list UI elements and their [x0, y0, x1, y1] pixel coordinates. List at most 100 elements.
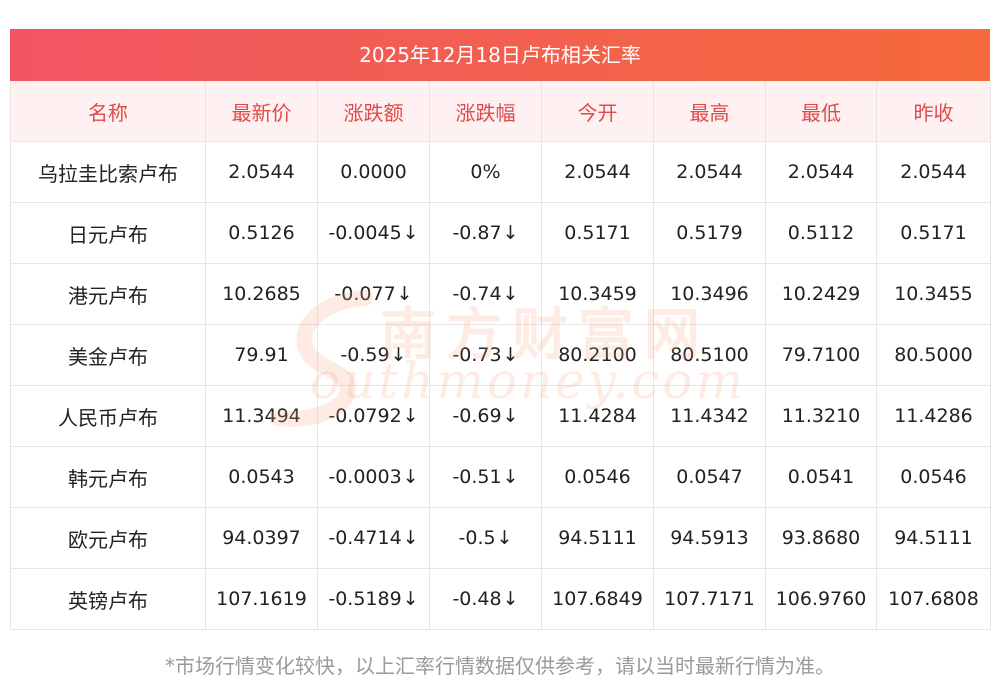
- cell-value: 11.4342: [670, 405, 749, 427]
- currency-name-cell: 乌拉圭比索卢布: [10, 141, 206, 203]
- high-price-cell: 10.3496: [653, 263, 766, 325]
- down-arrow-icon: ↓: [502, 344, 519, 366]
- cell-value: 10.3496: [670, 283, 749, 305]
- cell-value: 10.3455: [894, 283, 973, 305]
- open-price-cell: 0.0546: [541, 446, 654, 508]
- table-row: 乌拉圭比索卢布 2.0544 0.0000 0% 2.0544 2.0544 2.0544 2…: [10, 141, 991, 203]
- cell-value: 港元卢布: [68, 283, 148, 308]
- high-price-cell: 0.0547: [653, 446, 766, 508]
- low-price-cell: 0.5112: [765, 202, 877, 264]
- latest-price-cell: 0.0543: [205, 446, 318, 508]
- cell-value: 欧元卢布: [68, 527, 148, 552]
- cell-value: 107.6808: [888, 588, 979, 610]
- open-price-cell: 0.5171: [541, 202, 654, 264]
- table-row: 英镑卢布 107.1619 -0.5189↓ -0.48↓ 107.6849 107.71…: [10, 568, 991, 630]
- cell-value: 80.2100: [558, 344, 637, 366]
- cell-value: -0.0792: [328, 405, 402, 427]
- table-row: 港元卢布 10.2685 -0.077↓ -0.74↓ 10.3459 10.3496 10…: [10, 263, 991, 325]
- cell-value: 2.0544: [564, 161, 631, 183]
- change-amount-cell: -0.077↓: [317, 263, 430, 325]
- cell-value: 0.5179: [676, 222, 743, 244]
- cell-value: -0.5189: [328, 588, 402, 610]
- cell-value: 107.7171: [664, 588, 755, 610]
- cell-value: 94.0397: [222, 527, 301, 549]
- table-title: 2025年12月18日卢布相关汇率: [10, 29, 990, 81]
- prev-close-cell: 107.6808: [876, 568, 991, 630]
- cell-value: 0.0546: [900, 466, 967, 488]
- table-row: 韩元卢布 0.0543 -0.0003↓ -0.51↓ 0.0546 0.0547 0.05…: [10, 446, 991, 508]
- currency-name-cell: 欧元卢布: [10, 507, 206, 569]
- cell-value: 美金卢布: [68, 344, 148, 369]
- change-percent-cell: -0.73↓: [429, 324, 542, 386]
- prev-close-cell: 0.0546: [876, 446, 991, 508]
- cell-value: -0.077: [334, 283, 396, 305]
- change-amount-cell: -0.59↓: [317, 324, 430, 386]
- cell-value: -0.69: [452, 405, 502, 427]
- open-price-cell: 107.6849: [541, 568, 654, 630]
- cell-value: 0.0547: [676, 466, 743, 488]
- cell-value: 80.5100: [670, 344, 749, 366]
- table-header-row: 名称 最新价 涨跌额 涨跌幅 今开 最高 最低 昨收: [10, 81, 991, 142]
- table-row: 人民币卢布 11.3494 -0.0792↓ -0.69↓ 11.4284 11.4342…: [10, 385, 991, 447]
- change-percent-cell: -0.74↓: [429, 263, 542, 325]
- cell-value: 107.1619: [216, 588, 307, 610]
- latest-price-cell: 94.0397: [205, 507, 318, 569]
- table-row: 欧元卢布 94.0397 -0.4714↓ -0.5↓ 94.5111 94.5913 93…: [10, 507, 991, 569]
- low-price-cell: 0.0541: [765, 446, 877, 508]
- change-amount-cell: -0.0792↓: [317, 385, 430, 447]
- cell-value: 0.5171: [900, 222, 967, 244]
- cell-value: 11.4284: [558, 405, 637, 427]
- column-header: 昨收: [876, 81, 991, 142]
- latest-price-cell: 107.1619: [205, 568, 318, 630]
- cell-value: 人民币卢布: [58, 405, 158, 430]
- open-price-cell: 11.4284: [541, 385, 654, 447]
- cell-value: 10.2685: [222, 283, 301, 305]
- cell-value: 0.5171: [564, 222, 631, 244]
- cell-value: 英镑卢布: [68, 588, 148, 613]
- high-price-cell: 2.0544: [653, 141, 766, 203]
- low-price-cell: 106.9760: [765, 568, 877, 630]
- cell-value: 0.5112: [787, 222, 855, 244]
- cell-value: -0.5: [458, 527, 496, 549]
- low-price-cell: 79.7100: [765, 324, 877, 386]
- latest-price-cell: 10.2685: [205, 263, 318, 325]
- low-price-cell: 10.2429: [765, 263, 877, 325]
- down-arrow-icon: ↓: [496, 527, 513, 549]
- cell-value: -0.87: [452, 222, 502, 244]
- change-percent-cell: -0.48↓: [429, 568, 542, 630]
- down-arrow-icon: ↓: [502, 405, 519, 427]
- change-amount-cell: 0.0000: [317, 141, 430, 203]
- currency-name-cell: 日元卢布: [10, 202, 206, 264]
- down-arrow-icon: ↓: [396, 283, 413, 305]
- cell-value: 2.0544: [228, 161, 295, 183]
- currency-name-cell: 英镑卢布: [10, 568, 206, 630]
- latest-price-cell: 0.5126: [205, 202, 318, 264]
- column-header: 今开: [541, 81, 654, 142]
- open-price-cell: 10.3459: [541, 263, 654, 325]
- cell-value: 2.0544: [900, 161, 967, 183]
- change-percent-cell: -0.69↓: [429, 385, 542, 447]
- cell-value: -0.51: [452, 466, 502, 488]
- currency-name-cell: 美金卢布: [10, 324, 206, 386]
- down-arrow-icon: ↓: [402, 405, 419, 427]
- down-arrow-icon: ↓: [402, 466, 419, 488]
- cell-value: 10.2429: [781, 283, 861, 305]
- prev-close-cell: 80.5000: [876, 324, 991, 386]
- prev-close-cell: 10.3455: [876, 263, 991, 325]
- down-arrow-icon: ↓: [502, 222, 519, 244]
- cell-value: 0.0000: [340, 161, 407, 183]
- cell-value: 79.91: [234, 344, 289, 366]
- column-header: 最新价: [205, 81, 318, 142]
- change-amount-cell: -0.5189↓: [317, 568, 430, 630]
- cell-value: 0.0546: [564, 466, 631, 488]
- disclaimer-footnote: *市场行情变化较快，以上汇率行情数据仅供参考，请以当时最新行情为准。: [165, 654, 835, 678]
- cell-value: 乌拉圭比索卢布: [38, 161, 178, 186]
- column-header: 最高: [653, 81, 766, 142]
- change-percent-cell: 0%: [429, 141, 542, 203]
- open-price-cell: 94.5111: [541, 507, 654, 569]
- cell-value: -0.59: [340, 344, 390, 366]
- down-arrow-icon: ↓: [402, 527, 419, 549]
- low-price-cell: 2.0544: [765, 141, 877, 203]
- change-amount-cell: -0.4714↓: [317, 507, 430, 569]
- currency-name-cell: 港元卢布: [10, 263, 206, 325]
